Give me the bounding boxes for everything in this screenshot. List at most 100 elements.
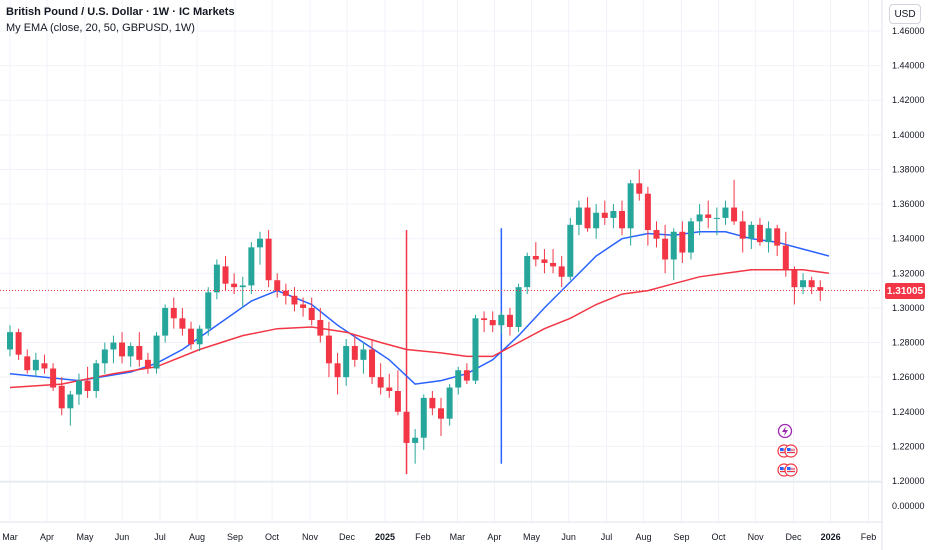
candle — [420, 394, 427, 450]
candle-body — [627, 183, 634, 229]
time-tick-label: Jul — [154, 532, 166, 542]
candle — [662, 224, 669, 274]
chart-grid — [0, 0, 882, 522]
candle-body — [808, 280, 815, 288]
candle — [800, 273, 807, 295]
candle — [498, 311, 505, 334]
candle-body — [713, 217, 720, 219]
candle-body — [791, 269, 798, 288]
candle — [394, 370, 401, 416]
candle-body — [541, 259, 548, 263]
price-tick-label: 1.42000 — [892, 95, 925, 105]
candle-body — [75, 380, 82, 395]
candle — [532, 242, 539, 267]
price-tick-label: 1.34000 — [892, 234, 925, 244]
time-tick-label: Mar — [450, 532, 466, 542]
time-tick-label: Dec — [786, 532, 803, 542]
candle — [41, 354, 48, 374]
candle-body — [179, 318, 186, 329]
candle-body — [15, 332, 22, 355]
candle — [369, 339, 376, 385]
candle — [756, 217, 763, 246]
indicator-title[interactable]: My EMA (close, 20, 50, GBPUSD, 1W) — [6, 22, 195, 34]
time-tick-label: 2026 — [821, 532, 841, 542]
candle-body — [41, 363, 48, 369]
candle-body — [101, 349, 108, 364]
time-tick-label: Apr — [487, 532, 501, 542]
candle — [110, 335, 117, 364]
candle — [817, 280, 824, 301]
candle-body — [50, 368, 57, 388]
time-tick-label: 2025 — [375, 532, 395, 542]
candle — [32, 352, 39, 378]
candle-body — [438, 408, 444, 419]
candle-body — [670, 231, 677, 260]
candle-body — [782, 245, 789, 270]
candle-body — [446, 387, 453, 419]
chart-legend: British Pound / U.S. Dollar · 1W · IC Ma… — [6, 4, 235, 36]
candle — [524, 252, 531, 295]
candle — [705, 200, 712, 229]
candle — [334, 352, 341, 395]
candle-body — [144, 359, 151, 369]
candle — [360, 342, 367, 374]
candle-body — [248, 247, 255, 286]
candle — [222, 256, 229, 291]
candle — [412, 429, 419, 464]
candle-body — [58, 385, 65, 409]
candle-body — [584, 207, 591, 229]
candle — [774, 224, 781, 256]
candle-body — [817, 287, 824, 291]
candle-body — [231, 283, 238, 288]
candle — [170, 297, 177, 329]
candle — [325, 321, 332, 378]
candle — [489, 311, 496, 333]
price-tick-label: 1.38000 — [892, 164, 925, 174]
candle — [550, 249, 557, 274]
time-tick-label: Jul — [601, 532, 613, 542]
price-tick-label: 1.28000 — [892, 338, 925, 348]
price-tick-label: 1.26000 — [892, 372, 925, 382]
time-tick-label: Oct — [265, 532, 280, 542]
time-tick-label: Sep — [673, 532, 689, 542]
price-tick-label: 1.44000 — [892, 61, 925, 71]
candle-body — [7, 332, 13, 350]
candle — [653, 221, 660, 248]
candle-body — [32, 359, 39, 371]
candle — [627, 179, 634, 246]
time-tick-label: Nov — [748, 532, 765, 542]
candle-body — [300, 304, 307, 308]
candle — [274, 273, 281, 298]
candle — [619, 200, 626, 236]
candle — [670, 228, 677, 281]
candle — [239, 276, 246, 308]
candle — [101, 342, 108, 374]
candle — [636, 169, 643, 201]
candle-body — [705, 214, 712, 218]
price-tick-label: 1.36000 — [892, 199, 925, 209]
candle — [127, 342, 134, 367]
time-tick-label: Feb — [415, 532, 431, 542]
candle-body — [593, 212, 600, 229]
candle-body — [386, 387, 393, 391]
candle-body — [696, 214, 703, 222]
us-flag-icon — [784, 444, 798, 458]
candle — [722, 200, 729, 225]
candles — [7, 169, 824, 475]
lightning-icon — [777, 423, 793, 439]
symbol-title[interactable]: British Pound / U.S. Dollar · 1W · IC Ma… — [6, 6, 235, 18]
time-tick-label: Nov — [302, 532, 319, 542]
time-tick-label: Aug — [636, 532, 652, 542]
candle — [567, 217, 574, 281]
candle-body — [119, 342, 126, 357]
volume-tick-label: 0.00000 — [892, 501, 925, 511]
time-tick-label: May — [76, 532, 94, 542]
candle — [213, 259, 220, 300]
candle-body — [601, 212, 608, 218]
candle-body — [412, 437, 419, 443]
candle — [791, 266, 798, 305]
currency-button[interactable]: USD — [889, 4, 921, 24]
candle — [541, 249, 548, 274]
candle-body — [756, 224, 763, 243]
